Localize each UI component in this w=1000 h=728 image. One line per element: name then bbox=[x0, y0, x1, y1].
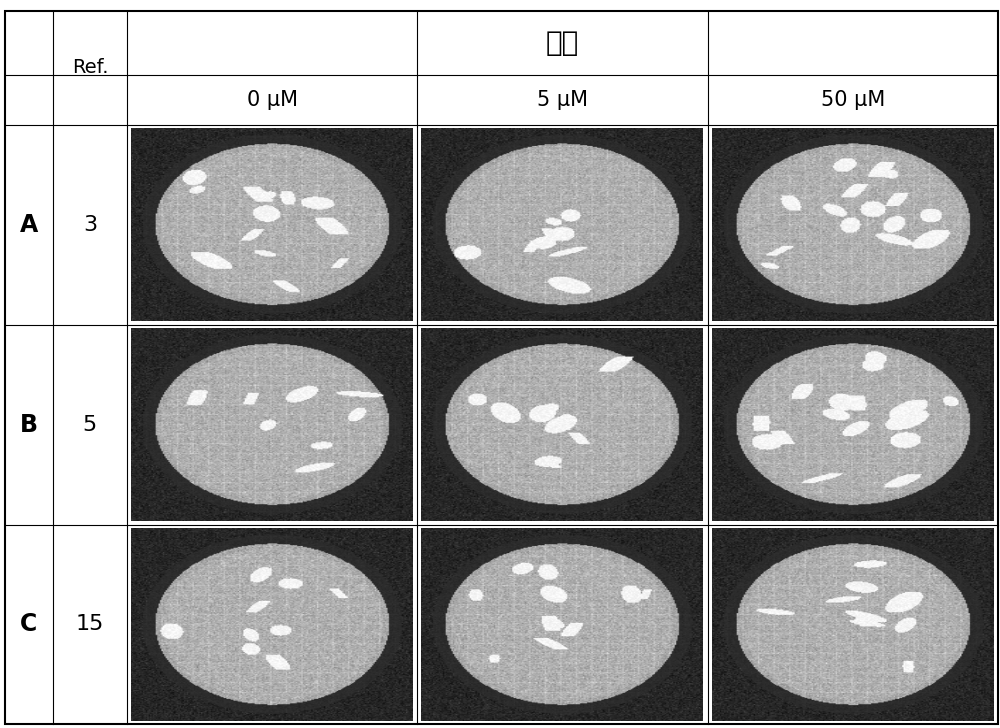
Text: 0 μM: 0 μM bbox=[247, 90, 298, 110]
Text: B: B bbox=[20, 413, 38, 437]
Text: 5: 5 bbox=[83, 415, 97, 435]
Text: 15: 15 bbox=[76, 614, 104, 635]
Text: 50 μM: 50 μM bbox=[821, 90, 885, 110]
Text: A: A bbox=[20, 213, 38, 237]
Text: 浓度: 浓度 bbox=[546, 29, 579, 57]
Text: 3: 3 bbox=[83, 215, 97, 235]
Text: Ref.: Ref. bbox=[72, 58, 108, 77]
Text: 5 μM: 5 μM bbox=[537, 90, 588, 110]
Text: C: C bbox=[20, 612, 37, 636]
